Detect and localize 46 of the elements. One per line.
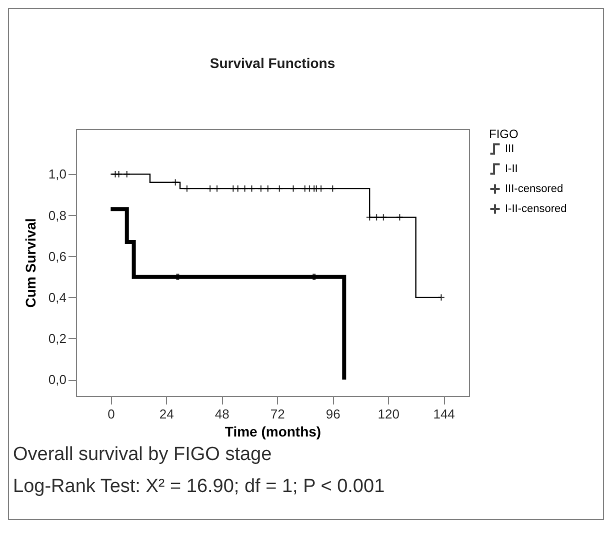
x-tick-label: 72: [270, 406, 285, 422]
point: [206, 184, 214, 192]
point: [306, 184, 314, 192]
x-tick-label: 48: [214, 406, 230, 422]
point: [372, 214, 380, 222]
point: [229, 184, 237, 192]
y-tick-label: 0,8: [48, 208, 66, 223]
y-axis-title: Cum Survival: [22, 218, 38, 308]
point: [248, 184, 256, 192]
legend-label: III-censored: [505, 183, 564, 195]
x-tick-label: 0: [108, 406, 115, 422]
point: [123, 170, 131, 178]
y-tick-label: 1,0: [48, 166, 66, 182]
point: [240, 184, 249, 192]
y-tick-label: 0,2: [48, 330, 66, 346]
point: [234, 184, 242, 192]
y-tick-label: 0,4: [48, 290, 66, 305]
point: [317, 184, 325, 192]
point: [172, 178, 180, 186]
x-tick-label: 120: [378, 406, 400, 422]
text: Log-Rank Test: X² = 16.90; df = 1; P < 0.001: [13, 475, 385, 499]
legend-label: III: [505, 143, 514, 155]
x-tick-label: 24: [159, 406, 174, 422]
point: [264, 184, 272, 192]
chart-title: Survival Functions: [210, 55, 336, 71]
point: [312, 184, 320, 192]
point: [380, 214, 388, 222]
y-tick-label: 0,6: [48, 248, 66, 264]
point: [257, 184, 265, 192]
point: [396, 214, 404, 222]
point: [183, 184, 191, 192]
point: [213, 184, 221, 192]
point: [301, 184, 309, 192]
legend-label: I-II: [505, 163, 518, 175]
point: [366, 214, 374, 222]
x-tick-label: 96: [326, 406, 340, 422]
point: [276, 184, 284, 192]
point: [115, 170, 123, 178]
legend-label: I-II-censored: [505, 203, 567, 215]
legend-title: FIGO: [489, 127, 518, 141]
x-tick-label: 144: [433, 406, 455, 422]
point: [290, 184, 298, 192]
x-axis-title: Time (months): [224, 424, 322, 440]
text: Overall survival by FIGO stage: [13, 443, 273, 467]
y-tick-label: 0,0: [48, 372, 66, 388]
point: [328, 184, 336, 192]
